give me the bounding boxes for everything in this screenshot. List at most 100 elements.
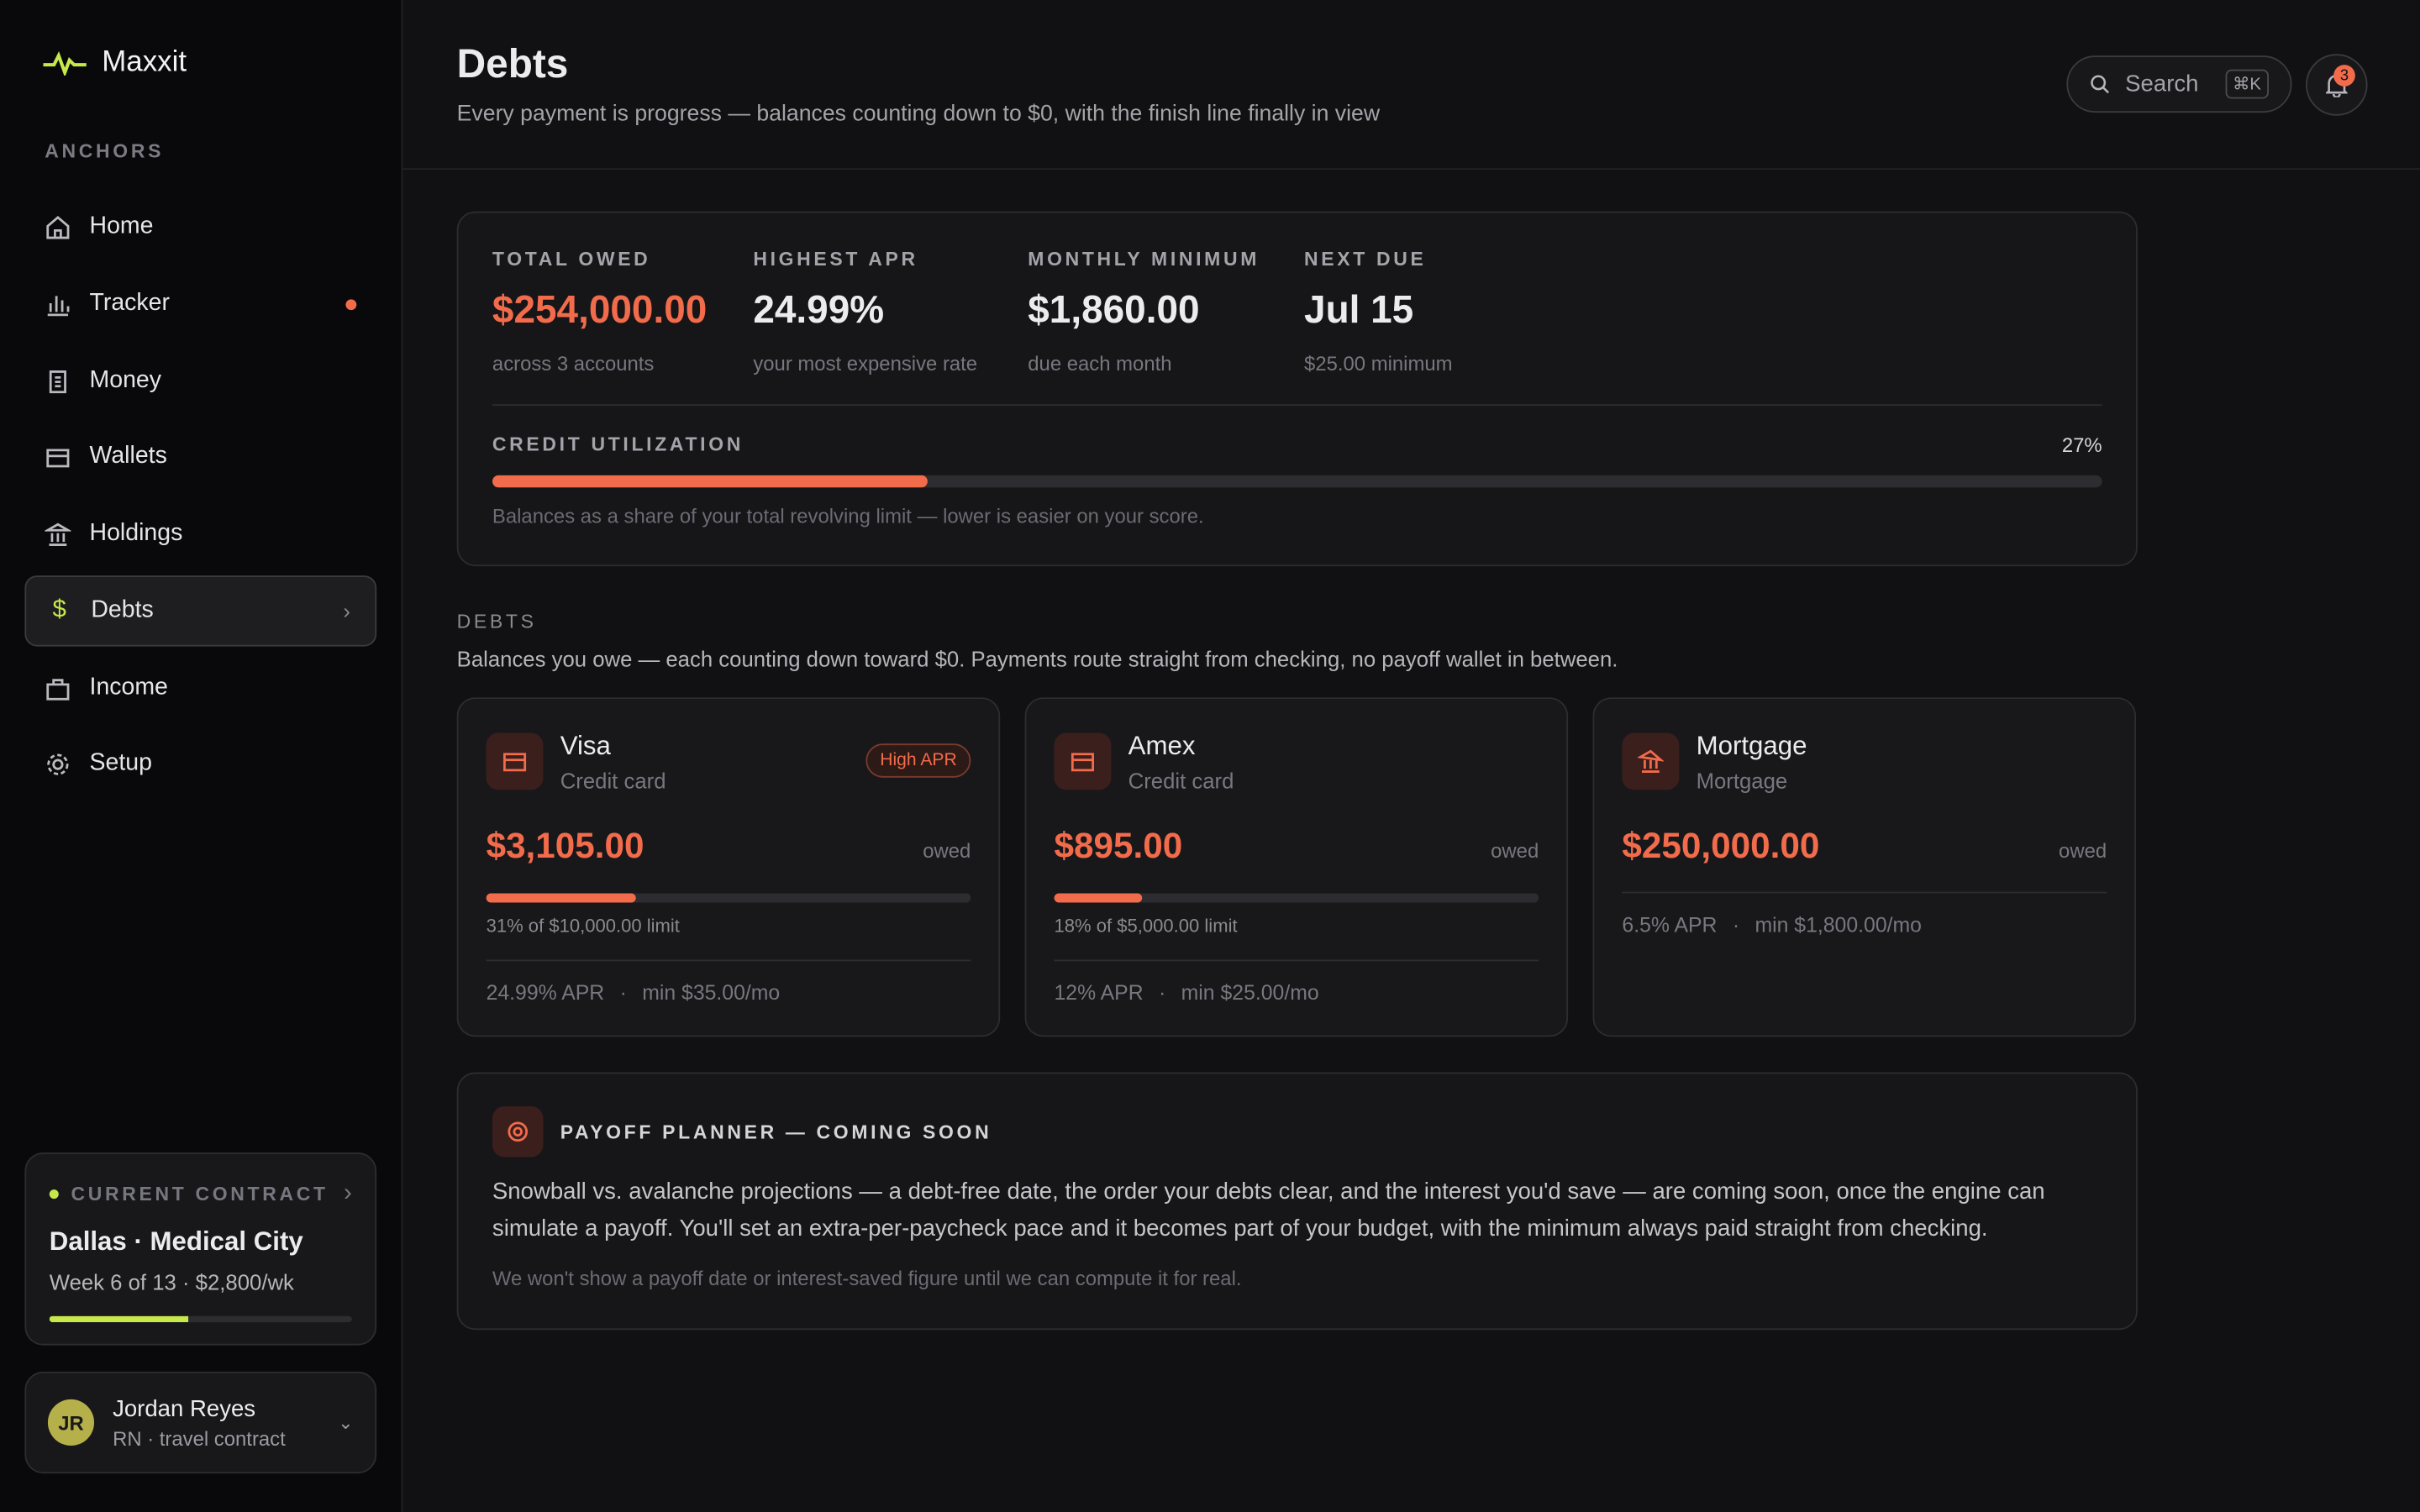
nav-icon: $	[52, 596, 66, 624]
debt-type: Credit card	[1128, 768, 1234, 794]
debt-type: Mortgage	[1696, 768, 1788, 794]
nav-item[interactable]: Setup	[24, 728, 376, 799]
badge: High APR	[865, 743, 971, 778]
search-placeholder: Search	[2125, 71, 2199, 97]
minimum: min $25.00/mo	[1181, 981, 1319, 1005]
debt-card[interactable]: Mortgage Mortgage $250,000.00 owed 6.5% AP…	[1592, 697, 2137, 1037]
stat: TOTAL OWED $254,000.00 across 3 accounts	[492, 249, 707, 375]
alert-dot	[345, 298, 357, 310]
debt-card[interactable]: Visa Credit card High APR $3,105.00 owed 3…	[456, 697, 1001, 1037]
apr: 6.5% APR	[1622, 913, 1718, 937]
chevron: ⌄	[338, 1411, 354, 1434]
contract-label: CURRENT CONTRACT	[71, 1183, 329, 1205]
contract-detail: Week 6 of 13 · $2,800/wk	[49, 1269, 294, 1295]
utilization-label: CREDIT UTILIZATION	[492, 433, 744, 455]
owed-label: owed	[1491, 839, 1539, 863]
utilization-bar	[492, 475, 928, 488]
owed-label: owed	[2059, 839, 2107, 863]
utilization-percent: 27%	[2061, 433, 2102, 457]
nav-item[interactable]: Tracker	[24, 269, 376, 339]
contract-header: CURRENT CONTRACT ›	[49, 1180, 352, 1208]
apr: 24.99% APR	[486, 981, 605, 1005]
debt-name: Visa	[560, 731, 611, 761]
nav-label: Income	[89, 674, 168, 701]
stat-label: TOTAL OWED	[492, 248, 651, 270]
chevron: ›	[343, 1180, 352, 1207]
user-role: RN · travel contract	[113, 1426, 286, 1450]
nav-item[interactable]: Income	[24, 653, 376, 723]
stat-note: due each month	[1028, 351, 1172, 375]
stat-note: your most expensive rate	[753, 351, 978, 375]
nav-label: Wallets	[89, 443, 167, 470]
section-description: Balances you owe — each counting down to…	[456, 646, 1618, 671]
nav-label: Money	[89, 367, 161, 394]
section-label: DEBTS	[456, 611, 537, 633]
planner-title: PAYOFF PLANNER — COMING SOON	[560, 1121, 992, 1144]
utilization-note: Balances as a share of your total revolv…	[492, 504, 1204, 528]
notifications-button[interactable]: 3	[2306, 54, 2368, 116]
stat-note: across 3 accounts	[492, 351, 655, 375]
usage-bar	[486, 893, 637, 903]
stat: MONTHLY MINIMUM $1,860.00 due each month	[1028, 249, 1260, 375]
minimum: min $35.00/mo	[642, 981, 781, 1005]
owed-label: owed	[923, 839, 971, 863]
nav-label: Home	[89, 213, 154, 239]
divider	[486, 959, 971, 962]
nav-item[interactable]: Holdings	[24, 498, 376, 569]
debt-amount: $895.00	[1054, 825, 1183, 866]
usage-bar	[1054, 893, 1142, 903]
contract-card[interactable]: CURRENT CONTRACT › Dallas · Medical City …	[24, 1152, 377, 1346]
stat: NEXT DUE Jul 15 $25.00 minimum	[1304, 249, 1453, 375]
sidebar: Maxxit ANCHORS Home Tracker Money Wallet…	[0, 0, 403, 1512]
brand-name: Maxxit	[102, 46, 187, 79]
avatar: JR	[47, 1399, 95, 1446]
planner-body: Snowball vs. avalanche projections — a d…	[492, 1179, 2045, 1242]
nav-label: Setup	[89, 749, 152, 776]
usage-track	[486, 893, 971, 903]
planner-note: We won't show a payoff date or interest-…	[492, 1266, 1242, 1290]
debt-name: Amex	[1128, 731, 1196, 761]
utilization-track	[492, 475, 2102, 488]
user-name: Jordan Reyes	[113, 1395, 256, 1422]
contract-progress	[49, 1315, 189, 1323]
debt-amount: $250,000.00	[1622, 825, 1820, 866]
usage-label: 31% of $10,000.00 limit	[486, 915, 680, 937]
nav-item[interactable]: Home	[24, 192, 376, 262]
separator: ·	[1159, 981, 1166, 1005]
stat-value: $1,860.00	[1028, 288, 1200, 332]
nav-item[interactable]: Money	[24, 345, 376, 416]
nav-item-active[interactable]: $ Debts ›	[24, 575, 377, 647]
stat-label: HIGHEST APR	[753, 248, 918, 270]
status-dot	[49, 1189, 59, 1200]
summary-card: TOTAL OWED $254,000.00 across 3 accounts H…	[456, 211, 2138, 567]
stat-note: $25.00 minimum	[1304, 351, 1453, 375]
page-subtitle: Every payment is progress — balances cou…	[456, 102, 1381, 127]
logo	[43, 51, 87, 76]
user-info: Jordan Reyes RN · travel contract	[113, 1395, 286, 1449]
stat-value: 24.99%	[753, 288, 885, 332]
divider	[1054, 959, 1539, 962]
debt-amount: $3,105.00	[486, 825, 644, 866]
stat-value: $254,000.00	[492, 288, 708, 332]
apr: 12% APR	[1054, 981, 1144, 1005]
debt-terms: 12% APR · min $25.00/mo	[1054, 981, 1318, 1005]
section-label: ANCHORS	[45, 140, 165, 162]
shortcut: ⌘K	[2224, 69, 2270, 99]
debt-terms: 24.99% APR · min $35.00/mo	[487, 981, 781, 1005]
search-box[interactable]: Search ⌘K	[2066, 55, 2292, 113]
debt-card[interactable]: Amex Credit card $895.00 owed 18% of $5,0…	[1024, 697, 1569, 1037]
header: Debts Every payment is progress — balanc…	[402, 0, 2420, 171]
nav-label: Tracker	[89, 290, 170, 317]
nav-label: Debts	[91, 596, 154, 624]
nav-item[interactable]: Wallets	[24, 421, 376, 491]
notification-count: 3	[2333, 65, 2355, 87]
user-card[interactable]: JR Jordan Reyes RN · travel contract ⌄	[24, 1371, 377, 1474]
debt-icon	[486, 732, 544, 790]
planner-card: PAYOFF PLANNER — COMING SOON Snowball vs…	[456, 1072, 2138, 1331]
debt-icon	[1054, 732, 1112, 790]
nav-label: Holdings	[89, 519, 183, 547]
debt-terms: 6.5% APR · min $1,800.00/mo	[1622, 913, 1922, 937]
